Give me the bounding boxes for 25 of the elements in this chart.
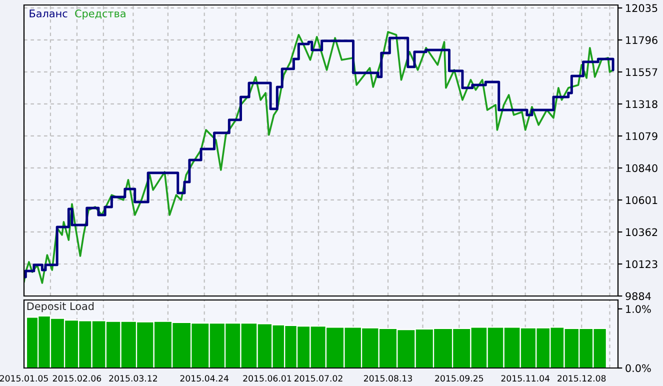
- y-tick-label: 10840: [626, 164, 658, 172]
- y-tick-label: 0.0%: [626, 364, 651, 372]
- x-tick-label: 2015.04.24: [180, 375, 229, 382]
- x-tick-label: 2015.01.05: [0, 375, 48, 382]
- x-tick-label: 2015.06.01: [243, 375, 292, 382]
- y-tick-label: 1.0%: [626, 305, 651, 313]
- y-tick-label: 11318: [626, 100, 658, 108]
- x-tick-label: 2015.02.06: [52, 375, 102, 382]
- y-tick-label: 10362: [626, 228, 658, 236]
- x-tick-label: 2015.11.04: [501, 375, 550, 382]
- x-tick-label: 2015.12.08: [558, 375, 606, 382]
- x-tick-label: 2015.03.12: [109, 375, 157, 382]
- y-tick-label: 11079: [626, 132, 658, 140]
- x-tick-label: 2015.08.13: [364, 375, 412, 382]
- y-tick-label: 10123: [626, 260, 658, 268]
- x-tick-label: 2015.07.02: [294, 375, 342, 382]
- y-tick-label: 10601: [626, 196, 658, 204]
- chart-title: Deposit Load: [27, 302, 94, 312]
- y-tick-label: 9884: [626, 292, 651, 300]
- text: Баланс: [30, 10, 68, 18]
- text: Средства: [75, 10, 126, 20]
- y-tick-label: 12035: [626, 4, 658, 12]
- y-tick-label: 11557: [626, 68, 658, 76]
- y-tick-label: 11796: [626, 36, 658, 44]
- x-tick-label: 2015.09.25: [435, 375, 484, 382]
